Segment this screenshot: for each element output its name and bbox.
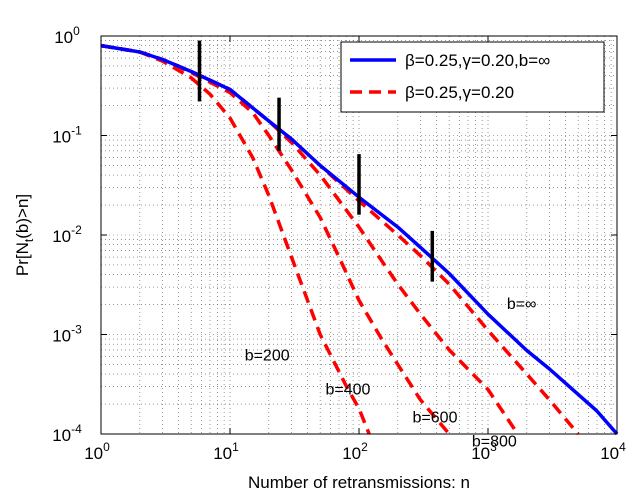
x-axis-label: Number of retransmissions: n — [248, 473, 470, 492]
y-tick-base: 10 — [52, 128, 71, 147]
x-tick-exp: 2 — [361, 440, 368, 454]
x-tick-label: 104 — [600, 440, 626, 463]
y-tick-base: 10 — [54, 28, 73, 47]
curve-annotation: b=400 — [326, 381, 371, 398]
y-axis-label-rest: (b)>n] — [13, 194, 32, 239]
y-tick-label: 100 — [54, 24, 80, 47]
y-tick-exp: 0 — [73, 24, 80, 38]
series-layer — [100, 43, 619, 436]
x-tick-base: 10 — [84, 444, 103, 463]
curve-annotation: b=200 — [245, 347, 290, 364]
y-tick-exp: -3 — [71, 323, 82, 337]
series-red-dashed-b600 — [100, 43, 520, 435]
x-tick-base: 10 — [471, 444, 490, 463]
x-tick-label: 103 — [471, 440, 497, 463]
y-tick-label: 10-1 — [52, 124, 82, 147]
x-tick-base: 10 — [600, 444, 619, 463]
curve-annotation: b=800 — [472, 433, 517, 450]
x-tick-label: 101 — [213, 440, 239, 463]
y-tick-exp: -2 — [71, 223, 82, 237]
y-tick-label: 10-3 — [52, 323, 82, 346]
x-tick-exp: 0 — [103, 440, 110, 454]
y-tick-base: 10 — [52, 227, 71, 246]
x-tick-exp: 3 — [490, 440, 497, 454]
x-tick-base: 10 — [213, 444, 232, 463]
series-red-dashed-b400 — [100, 43, 451, 436]
legend-label-blue: β=0.25,γ=0.20,b=∞ — [405, 51, 550, 70]
y-axis-label-sub: t — [22, 238, 36, 242]
legend-box — [340, 41, 605, 113]
y-tick-base: 10 — [52, 426, 71, 445]
x-tick-base: 10 — [342, 444, 361, 463]
series-blue-solid — [100, 43, 619, 436]
y-tick-base: 10 — [52, 327, 71, 346]
y-tick-label: 10-4 — [52, 422, 82, 445]
x-tick-label: 102 — [342, 440, 368, 463]
y-tick-label: 10-2 — [52, 223, 82, 246]
y-axis-label: Pr[Nt(b)>n] — [13, 194, 36, 276]
marker-layer — [197, 40, 435, 282]
y-tick-exp: -1 — [71, 124, 82, 138]
legend-label-red: β=0.25,γ=0.20 — [405, 83, 514, 102]
y-tick-exp: -4 — [71, 422, 82, 436]
curve-annotation: b=600 — [413, 410, 458, 427]
curve-annotation: b=∞ — [507, 296, 537, 313]
annotation-layer: b=∞ b=200 b=400 b=600 b=800 — [245, 296, 537, 450]
legend: β=0.25,γ=0.20,b=∞ β=0.25,γ=0.20 — [340, 41, 605, 113]
x-tick-label: 100 — [84, 440, 110, 463]
x-tick-exp: 1 — [232, 440, 239, 454]
x-tick-exp: 4 — [619, 440, 626, 454]
y-axis-label-main: Pr[N — [13, 242, 32, 276]
